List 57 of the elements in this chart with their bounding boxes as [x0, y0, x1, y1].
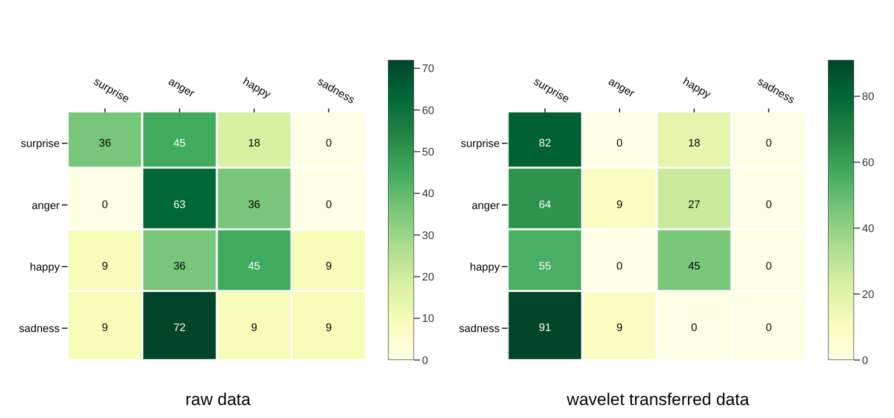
y-tick-label: happy: [470, 261, 500, 274]
y-tick-label: surprise: [20, 138, 60, 150]
y-tick-label: sadness: [18, 323, 60, 336]
color-bar-label: 30: [422, 230, 434, 242]
color-bar-label: 20: [422, 272, 434, 284]
data-label: 36: [173, 260, 186, 273]
color-bar-label: 60: [862, 157, 874, 170]
data-label: 36: [98, 137, 112, 150]
data-label: 0: [766, 198, 772, 211]
y-tick-label: happy: [30, 261, 60, 274]
color-bar-label: 70: [422, 63, 434, 76]
color-bar-label: 10: [422, 313, 434, 326]
color-bar-label: 50: [422, 146, 434, 159]
color-bar-label: 60: [422, 104, 434, 117]
data-label: 18: [248, 137, 260, 150]
color-bar-label: 0: [422, 354, 428, 367]
y-tick-label: sadness: [458, 323, 500, 336]
text: raw data: [184, 390, 252, 410]
data-label: 18: [688, 137, 700, 150]
data-label: 82: [538, 137, 552, 150]
data-label: 0: [616, 260, 623, 273]
data-label: 9: [102, 322, 108, 334]
color-bar-label: 40: [862, 223, 874, 236]
data-label: 0: [691, 322, 698, 334]
color-bar-label: 80: [862, 91, 874, 104]
data-label: 0: [326, 198, 332, 211]
data-label: 9: [616, 198, 623, 211]
data-label: 45: [688, 260, 700, 273]
data-label: 0: [616, 137, 623, 150]
data-label: 0: [766, 137, 772, 150]
data-label: 9: [326, 260, 332, 273]
x-tick-label: anger: [166, 76, 197, 100]
data-label: 0: [766, 260, 772, 273]
y-tick-label: anger: [472, 200, 500, 212]
data-label: 9: [251, 322, 258, 334]
data-label: 63: [173, 198, 186, 211]
data-label: 9: [102, 260, 108, 273]
data-label: 0: [766, 322, 772, 334]
data-label: 0: [102, 198, 108, 211]
color-bar-label: 40: [422, 188, 434, 200]
data-label: 45: [173, 137, 186, 150]
x-tick-label: anger: [606, 76, 637, 100]
data-label: 9: [326, 322, 332, 334]
data-label: 27: [688, 198, 700, 211]
y-tick-label: anger: [32, 200, 60, 212]
data-label: 36: [248, 198, 260, 211]
color-bar-label: 0: [862, 354, 868, 367]
data-label: 72: [173, 322, 186, 334]
data-label: 55: [538, 260, 552, 273]
data-label: 9: [616, 322, 623, 334]
data-label: 64: [538, 198, 552, 211]
color-bar-label: 20: [862, 288, 874, 301]
y-tick-label: surprise: [460, 138, 500, 150]
data-label: 0: [326, 137, 332, 150]
text: wavelet transferred data: [566, 390, 750, 410]
data-label: 45: [248, 260, 260, 273]
data-label: 91: [538, 322, 552, 334]
